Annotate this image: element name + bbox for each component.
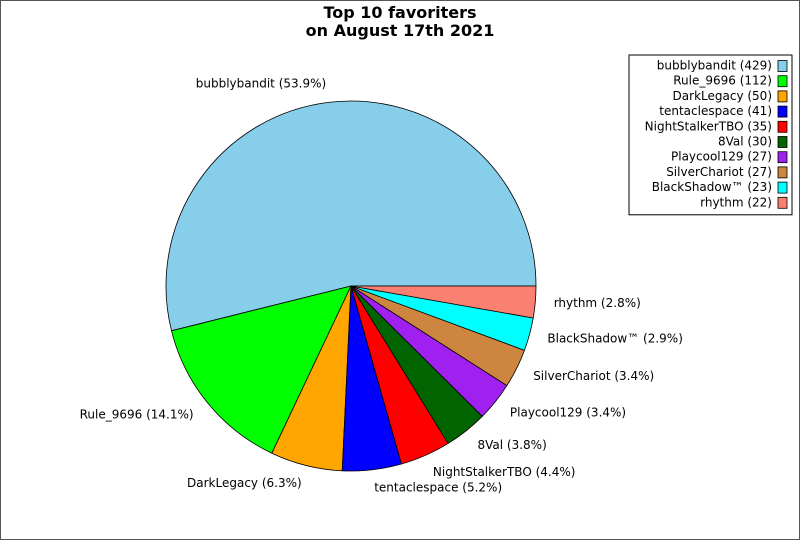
legend-swatch-playcool129 xyxy=(777,151,788,164)
legend-label-rule-9696: Rule_9696 (112) xyxy=(673,74,772,88)
chart-title-line-1: Top 10 favoriters xyxy=(323,3,477,22)
slice-label-nightstalkertbo: NightStalkerTBO (4.4%) xyxy=(433,465,576,479)
legend-box xyxy=(628,54,793,216)
pie-slices xyxy=(165,100,537,472)
legend-swatch-blackshadow xyxy=(777,181,788,194)
legend-swatch-darklegacy xyxy=(777,90,788,103)
legend: bubblybandit (429)Rule_9696 (112)DarkLeg… xyxy=(628,54,793,216)
legend-label-nightstalkertbo: NightStalkerTBO (35) xyxy=(645,119,772,133)
pie-labels: bubblybandit (53.9%) Rule_9696 (14.1%) Dar… xyxy=(80,77,683,495)
legend-swatch-bubblybandit xyxy=(777,60,788,72)
legend-label-rhythm: rhythm (22) xyxy=(700,195,772,209)
legend-label-blackshadow: BlackShadow™ (23) xyxy=(652,180,772,194)
legend-swatch-tentaclespace xyxy=(777,105,788,118)
legend-swatch-silverchariot xyxy=(777,166,788,179)
slice-label-rule-9696: Rule_9696 (14.1%) xyxy=(80,408,194,422)
pie-slice-rule-9696 xyxy=(171,285,352,454)
legend-label-bubblybandit: bubblybandit (429) xyxy=(657,59,772,73)
slice-label-playcool129: Playcool129 (3.4%) xyxy=(510,406,626,420)
chart-title-line-2: on August 17th 2021 xyxy=(305,21,495,40)
slice-label-silverchariot: SilverChariot (3.4%) xyxy=(533,369,654,383)
legend-label-tentaclespace: tentaclespace (41) xyxy=(659,104,772,118)
slice-label-bubblybandit: bubblybandit (53.9%) xyxy=(196,77,326,91)
slice-label-rhythm: rhythm (2.8%) xyxy=(554,296,641,310)
legend-label-darklegacy: DarkLegacy (50) xyxy=(673,89,772,103)
legend-swatch-nightstalkertbo xyxy=(777,120,788,133)
chart-title: Top 10 favoriters on August 17th 2021 xyxy=(1,4,799,40)
legend-swatch-rhythm xyxy=(777,196,788,209)
legend-swatch-rule-9696 xyxy=(777,75,788,88)
slice-label-darklegacy: DarkLegacy (6.3%) xyxy=(187,476,302,490)
slice-label-blackshadow: BlackShadow™ (2.9%) xyxy=(547,332,682,346)
slice-label-8val: 8Val (3.8%) xyxy=(478,438,547,452)
pie-slice-rhythm xyxy=(350,285,537,319)
legend-swatch-8val xyxy=(777,136,788,148)
pie-slice-bubblybandit xyxy=(165,100,537,332)
slice-label-tentaclespace: tentaclespace (5.2%) xyxy=(374,481,502,495)
legend-label-8val: 8Val (30) xyxy=(718,135,772,149)
legend-label-playcool129: Playcool129 (27) xyxy=(671,150,772,164)
legend-label-silverchariot: SilverChariot (27) xyxy=(666,165,772,179)
